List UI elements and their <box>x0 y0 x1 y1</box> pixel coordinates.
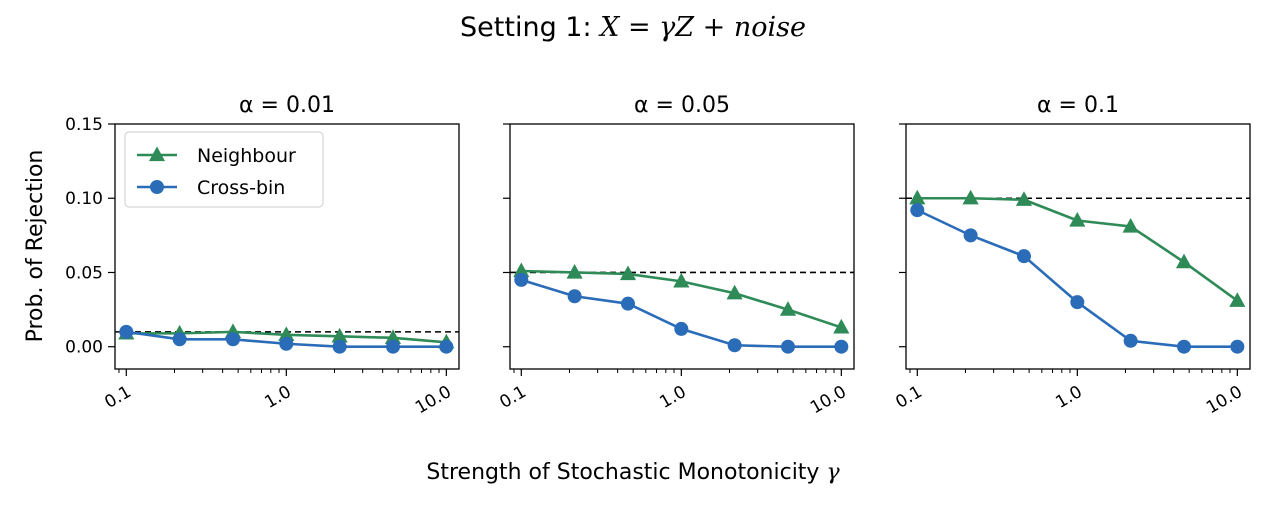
data-point-cross-bin <box>172 332 187 347</box>
data-point-neighbour <box>673 272 690 288</box>
data-point-cross-bin <box>780 339 795 354</box>
data-point-cross-bin <box>727 338 742 353</box>
data-point-cross-bin <box>620 296 635 311</box>
data-point-cross-bin <box>910 203 925 218</box>
figure-title-prefix: Setting 1: <box>460 12 601 43</box>
panel-3: α = 0.1 0.1 1.0 10.0 <box>892 93 1251 418</box>
data-point-neighbour <box>1229 292 1246 307</box>
panel-2: α = 0.05 0.1 1.0 10.0 <box>496 93 855 418</box>
data-point-cross-bin <box>1016 249 1031 264</box>
data-point-neighbour <box>619 265 637 281</box>
data-point-neighbour <box>779 301 797 316</box>
y-axis-label: Prob. of Rejection <box>23 150 48 343</box>
series-line-cross-bin <box>916 208 1238 349</box>
data-point-neighbour <box>726 284 743 300</box>
axes-frame <box>509 123 855 370</box>
x-axis-label-text: Strength of Stochastic Monotonicity <box>426 460 827 485</box>
data-point-cross-bin <box>963 228 978 243</box>
data-point-cross-bin <box>119 324 134 339</box>
legend-label: Neighbour <box>197 145 296 167</box>
y-tick-label: 0.10 <box>65 189 103 209</box>
data-point-cross-bin <box>279 336 294 351</box>
data-point-neighbour <box>1069 212 1086 227</box>
x-tick-label: 10.0 <box>412 382 455 418</box>
y-tick-label: 0.15 <box>65 115 103 135</box>
x-tick-label: 1.0 <box>656 382 689 413</box>
figure-title: Setting 1: X = γZ + noise <box>0 12 1266 43</box>
x-axis-label-gamma: γ <box>826 460 840 485</box>
x-axis-label: Strength of Stochastic Monotonicity γ <box>0 460 1266 485</box>
data-point-cross-bin <box>385 339 400 354</box>
axes-frame <box>114 123 460 370</box>
panel-title: α = 0.05 <box>634 93 730 118</box>
figure-title-math: X = γZ + noise <box>600 12 806 43</box>
axes-frame <box>905 123 1251 370</box>
panel-title: α = 0.01 <box>239 93 335 118</box>
y-tick-label: 0.00 <box>65 338 103 358</box>
x-tick-label: 0.1 <box>496 382 529 413</box>
x-tick-label: 0.1 <box>101 382 134 413</box>
data-point-cross-bin <box>567 289 582 304</box>
data-point-cross-bin <box>1123 333 1138 348</box>
data-point-cross-bin <box>834 339 849 354</box>
legend-marker <box>150 180 164 194</box>
data-point-neighbour <box>331 327 348 343</box>
data-point-cross-bin <box>514 272 529 287</box>
data-point-neighbour <box>1175 253 1193 269</box>
panel-1: α = 0.01 0.1 1.0 10.0 0.00 0.05 0.10 0.15 Neighb… <box>65 93 460 418</box>
data-point-neighbour <box>962 189 979 205</box>
x-tick-label: 1.0 <box>1052 382 1085 413</box>
data-point-neighbour <box>384 329 402 344</box>
data-point-neighbour <box>1122 217 1139 233</box>
data-point-cross-bin <box>225 332 240 347</box>
data-point-neighbour <box>1015 191 1033 206</box>
x-tick-label: 10.0 <box>1203 382 1246 418</box>
data-point-neighbour <box>566 263 583 279</box>
data-point-cross-bin <box>332 339 347 354</box>
x-tick-label: 10.0 <box>807 382 850 418</box>
data-point-neighbour <box>833 318 850 334</box>
panel-title: α = 0.1 <box>1037 93 1119 118</box>
data-point-cross-bin <box>439 339 454 354</box>
data-point-neighbour <box>909 189 926 205</box>
legend-label: Cross-bin <box>197 177 285 199</box>
y-tick-label: 0.05 <box>65 263 103 283</box>
data-point-cross-bin <box>674 321 689 336</box>
data-point-neighbour <box>278 326 295 341</box>
legend: Neighbour Cross-bin <box>124 131 324 208</box>
data-point-cross-bin <box>1176 339 1191 354</box>
data-point-cross-bin <box>1230 339 1245 354</box>
legend-marker <box>148 146 166 162</box>
data-point-cross-bin <box>1070 295 1085 310</box>
x-tick-label: 1.0 <box>261 382 294 413</box>
data-point-neighbour <box>513 262 530 278</box>
x-tick-label: 0.1 <box>892 382 925 413</box>
